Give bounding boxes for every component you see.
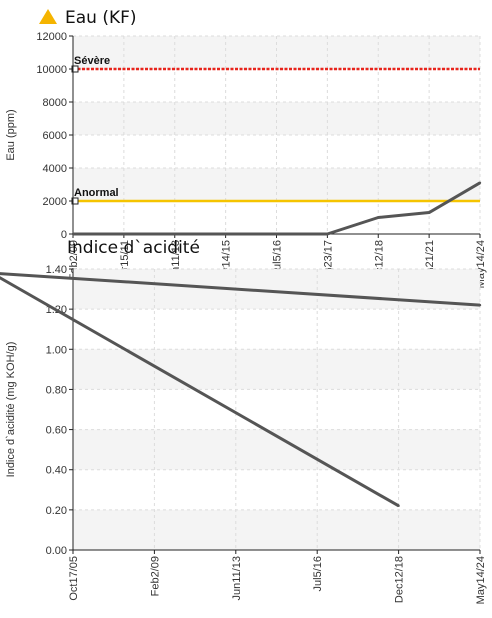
grid-band (73, 349, 480, 390)
series-line (0, 272, 481, 508)
x-tick-label: Jun11/13 (231, 556, 243, 600)
threshold-label: Anormal (74, 187, 119, 199)
y-tick-label: 6000 (43, 130, 67, 142)
data-point (275, 232, 278, 236)
y-tick-label: 10000 (36, 64, 67, 76)
y-tick-label: 1.00 (46, 344, 67, 356)
y-tick-label: 2000 (43, 196, 67, 208)
x-tick-label: Dec12/18 (394, 556, 406, 603)
warning-triangle-icon (38, 8, 58, 29)
grid-band (73, 509, 480, 550)
x-tick-label: Feb2/09 (149, 556, 161, 596)
data-point (377, 216, 380, 219)
x-tick-label: Jul5/16 (272, 240, 284, 275)
data-point (478, 303, 482, 307)
acidity-chart: 0.000.200.400.600.801.001.201.40Oct17/05… (0, 264, 487, 604)
x-tick-label: Jul5/16 (312, 556, 324, 591)
data-point (427, 211, 431, 214)
data-point (224, 232, 227, 236)
y-axis-label: Eau (ppm) (5, 109, 17, 160)
data-point (397, 504, 400, 508)
y-axis-label: Indice d`acidité (mg KOH/g) (5, 342, 17, 478)
grid-band (73, 168, 480, 201)
water-chart: Sévère Anormal 0 2000 4000 6000 8000 10000 12000… (5, 31, 487, 288)
y-tick-label: 0.80 (46, 384, 67, 396)
threshold-label: Sévère (74, 55, 110, 67)
chart-title-water: Eau (KF) (65, 8, 137, 28)
data-point (71, 232, 75, 236)
y-tick-label: 12000 (36, 31, 67, 43)
y-tick-label: 1.40 (46, 264, 67, 276)
x-tick-label: Oct17/05 (68, 556, 80, 601)
y-tick-label: 4000 (43, 163, 67, 175)
data-point (173, 232, 176, 236)
grid-band (73, 269, 480, 310)
grid-band (73, 102, 480, 135)
data-point (478, 181, 482, 185)
y-tick-label: 0.60 (46, 425, 67, 437)
y-tick-label: 8000 (43, 97, 67, 109)
grid-band (73, 36, 480, 69)
y-tick-label: 0.00 (46, 545, 67, 557)
y-tick-label: 0.20 (46, 505, 67, 517)
chart-title-acidity: Indice d`acidité (67, 238, 200, 258)
y-tick-label: 0 (61, 229, 67, 241)
data-point (122, 232, 126, 236)
data-point (326, 232, 329, 236)
x-tick-label: May14/24 (475, 556, 487, 604)
y-tick-label: 0.40 (46, 465, 67, 477)
